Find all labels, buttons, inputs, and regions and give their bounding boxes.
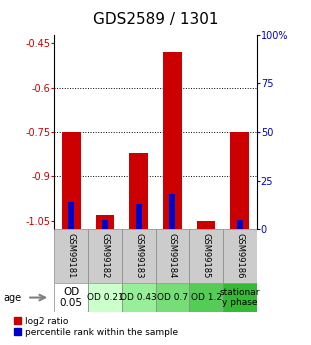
Bar [122, 229, 156, 283]
Bar [197, 220, 215, 229]
Bar [169, 194, 175, 229]
Bar [122, 283, 156, 312]
Text: OD 1.2: OD 1.2 [191, 293, 221, 302]
Bar [189, 229, 223, 283]
Text: stationar
y phase: stationar y phase [220, 288, 260, 307]
Bar [156, 229, 189, 283]
Bar [68, 202, 74, 229]
Bar [54, 283, 88, 312]
Bar [129, 152, 148, 229]
Text: OD 0.43: OD 0.43 [120, 293, 157, 302]
Text: GSM99186: GSM99186 [235, 234, 244, 279]
Text: OD 0.7: OD 0.7 [157, 293, 188, 302]
Text: GDS2589 / 1301: GDS2589 / 1301 [93, 12, 218, 27]
Bar [223, 283, 257, 312]
Text: GSM99185: GSM99185 [202, 234, 211, 279]
Bar [189, 283, 223, 312]
Bar [136, 204, 142, 229]
Text: OD 0.21: OD 0.21 [86, 293, 123, 302]
Text: GSM99183: GSM99183 [134, 234, 143, 279]
Bar [156, 283, 189, 312]
Bar [88, 283, 122, 312]
Text: age: age [3, 293, 21, 303]
Bar [237, 220, 243, 229]
Text: GSM99184: GSM99184 [168, 234, 177, 279]
Text: GSM99182: GSM99182 [100, 234, 109, 279]
Bar [102, 220, 108, 229]
Bar [223, 229, 257, 283]
Bar [96, 215, 114, 229]
Text: OD
0.05: OD 0.05 [60, 287, 83, 308]
Bar [62, 132, 81, 229]
Bar [163, 52, 182, 229]
Legend: log2 ratio, percentile rank within the sample: log2 ratio, percentile rank within the s… [14, 317, 178, 336]
Bar [54, 229, 88, 283]
Bar [230, 132, 249, 229]
Bar [88, 229, 122, 283]
Text: GSM99181: GSM99181 [67, 234, 76, 279]
